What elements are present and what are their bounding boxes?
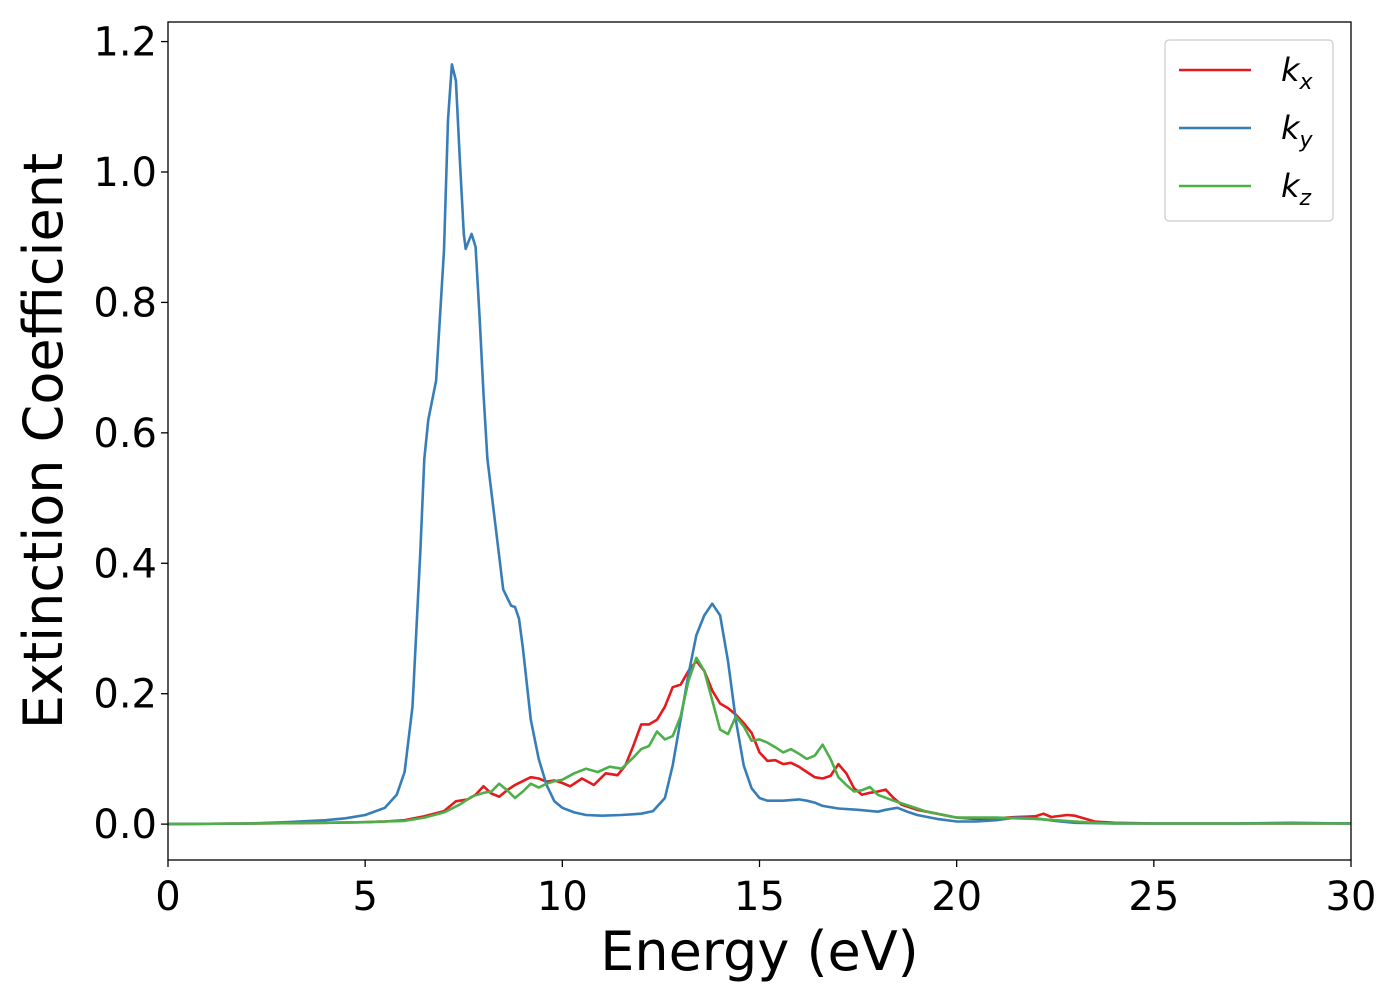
y-axis-ticks: 0.0 0.2 0.4 0.6 0.8 1.0 1.2 [93,20,168,848]
y-tick-label: 0.4 [93,541,157,587]
plot-frame [167,21,1352,861]
y-tick-label: 0.8 [93,280,157,326]
series-lines [168,63,1351,826]
x-tick-label: 25 [1128,874,1179,920]
x-tick-label: 15 [734,874,785,920]
x-tick-label: 0 [155,874,180,920]
legend-label-y: ky [1281,109,1314,153]
series-line-kx [168,659,1351,826]
x-tick-label: 20 [931,874,982,920]
y-tick-label: 1.2 [93,20,157,66]
y-tick-label: 0.6 [93,411,157,457]
legend-box [1164,39,1334,222]
legend: kx ky kz [1164,39,1334,222]
x-tick-label: 5 [352,874,377,920]
x-axis-label: Energy (eV) [600,920,919,983]
series-line-ky [168,63,1351,826]
legend-label-x: kx [1281,51,1314,95]
series-line-kz [168,656,1351,826]
y-tick-label: 0.0 [93,802,157,848]
x-axis-ticks: 0 5 10 15 20 25 30 [155,860,1376,920]
y-tick-label: 1.0 [93,150,157,196]
x-tick-label: 10 [537,874,588,920]
x-tick-label: 30 [1326,874,1377,920]
legend-label-z: kz [1281,167,1312,211]
y-tick-label: 0.2 [93,672,157,718]
y-axis-label: Extinction Coefficient [12,153,75,729]
